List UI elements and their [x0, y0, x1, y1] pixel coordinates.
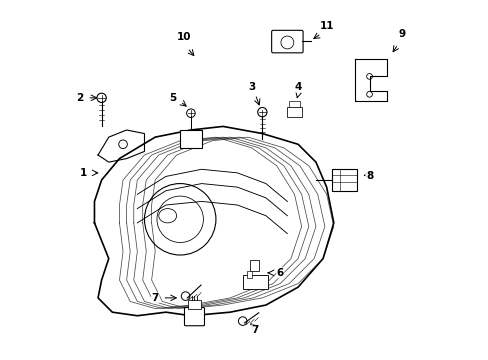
Bar	[180, 130, 201, 148]
Text: 4: 4	[294, 82, 301, 92]
Bar	[188, 300, 201, 309]
Text: 6: 6	[276, 268, 283, 278]
Text: 10: 10	[176, 32, 191, 42]
Bar	[247, 271, 251, 278]
Bar	[249, 260, 258, 271]
Text: 11: 11	[319, 21, 333, 31]
Text: 7: 7	[151, 293, 159, 303]
Text: 1: 1	[80, 168, 87, 178]
Text: 8: 8	[365, 171, 372, 181]
Text: 7: 7	[251, 325, 258, 335]
FancyBboxPatch shape	[184, 307, 204, 326]
Text: 5: 5	[169, 93, 176, 103]
Bar	[331, 169, 356, 191]
Text: 9: 9	[397, 28, 405, 39]
Bar	[288, 102, 299, 107]
Text: 3: 3	[247, 82, 255, 92]
Bar	[287, 107, 301, 117]
Text: 2: 2	[77, 93, 83, 103]
FancyBboxPatch shape	[271, 30, 303, 53]
Bar	[242, 275, 267, 289]
